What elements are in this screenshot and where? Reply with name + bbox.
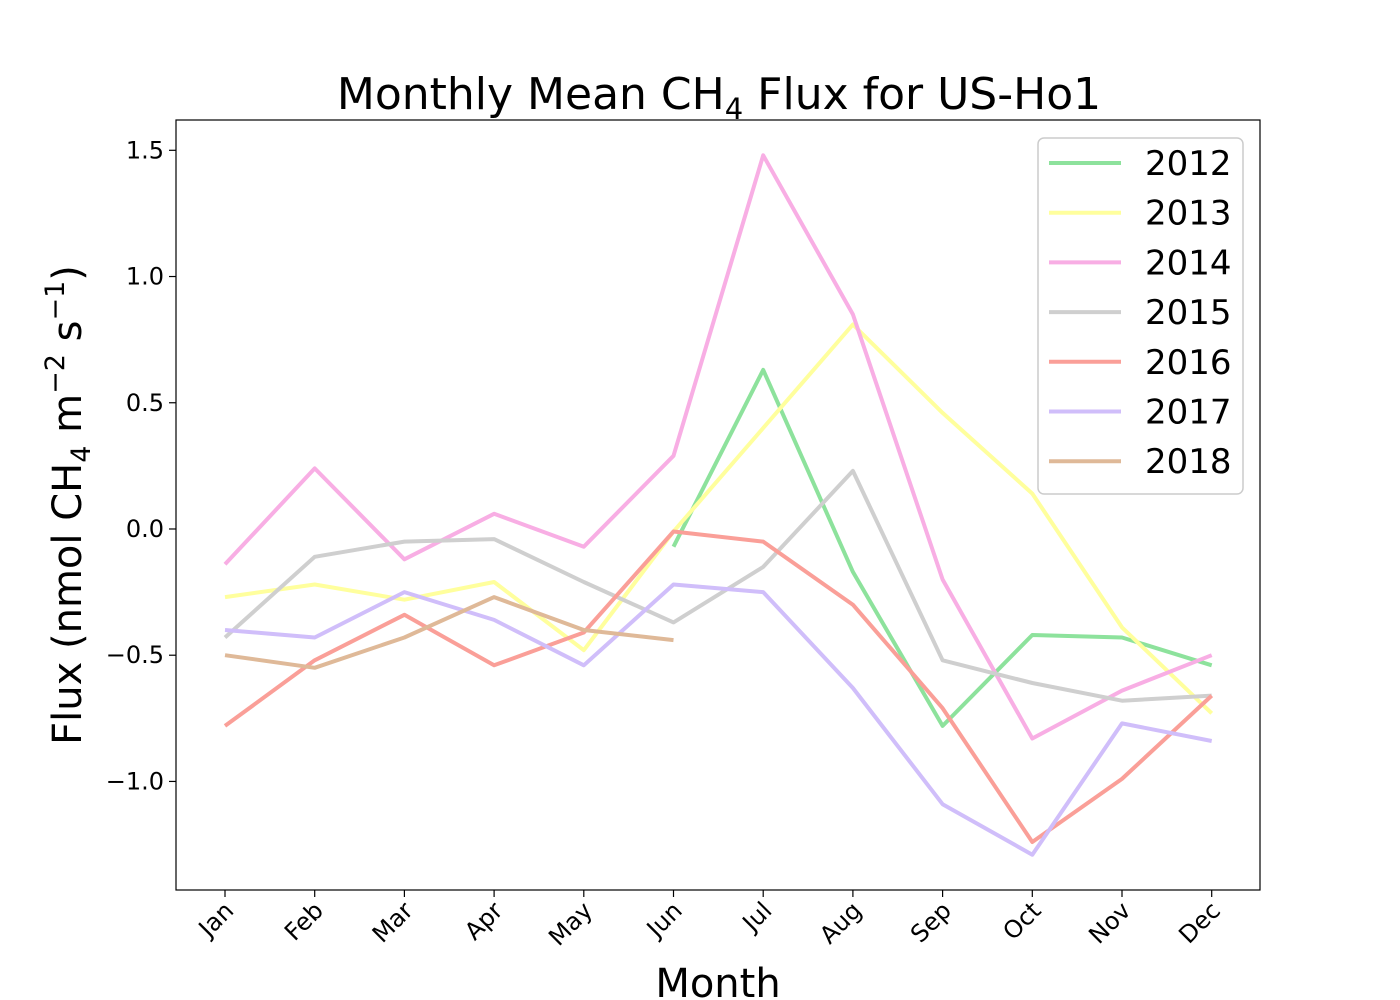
legend-label-2014: 2014: [1145, 243, 1232, 283]
series-line-2018: [224, 595, 674, 670]
y-axis-label: Flux (nmol CH4 m−2 s−1): [40, 265, 97, 745]
y-tick-label: −0.5: [106, 641, 164, 669]
y-tick-label: 1.5: [126, 136, 164, 164]
series-line-2017: [224, 582, 1213, 857]
y-tick-label: 0.0: [126, 515, 164, 543]
x-tick-label: May: [543, 896, 598, 951]
y-tick-label: 1.0: [126, 263, 164, 291]
chart-title-suffix: Flux for US-Ho1: [743, 69, 1101, 120]
x-tick-label: Oct: [997, 896, 1046, 945]
legend-label-2013: 2013: [1145, 194, 1232, 234]
x-tick-label: Jan: [192, 896, 239, 943]
chart-title-subscript: 4: [725, 92, 743, 126]
y-axis-label-part4: ): [45, 265, 91, 281]
x-tick-label: Jul: [736, 896, 778, 938]
y-axis: 1.5 1.0 0.5 0.0 −0.5 −1.0: [106, 136, 176, 795]
x-tick-label: Dec: [1173, 896, 1226, 949]
legend-label-2012: 2012: [1145, 144, 1232, 184]
x-axis-label: Month: [655, 961, 780, 1000]
plot-area: [175, 119, 1261, 891]
legend: 2012 2013 2014 2015 2016 2017 2018: [1037, 137, 1244, 495]
y-axis-label-sup1: −2: [40, 354, 71, 394]
x-tick-label: Jun: [640, 896, 688, 944]
y-tick-label: −1.0: [106, 767, 164, 795]
legend-box: [1037, 137, 1244, 495]
y-axis-label-part2: m: [45, 394, 91, 446]
legend-label-2015: 2015: [1145, 293, 1232, 333]
y-axis-label-part3: s: [45, 321, 91, 355]
y-axis-label-part1: Flux (nmol CH: [45, 463, 91, 745]
series-line-2013: [224, 322, 1214, 715]
series-line-2016: [223, 529, 1214, 844]
chart-title: Monthly Mean CH4 Flux for US-Ho1: [337, 69, 1101, 126]
legend-label-2017: 2017: [1145, 393, 1232, 433]
x-tick-label: Sep: [905, 896, 957, 948]
x-tick-label: Feb: [279, 896, 329, 946]
x-tick-label: Nov: [1083, 896, 1136, 949]
y-axis-label-sup2: −1: [40, 281, 71, 321]
x-tick-label: Apr: [459, 896, 508, 945]
legend-label-2018: 2018: [1145, 442, 1232, 482]
y-axis-label-sub: 4: [66, 446, 97, 463]
x-axis: Jan Feb Mar Apr May Jun Jul Aug Sep Oct Nov Dec: [192, 890, 1226, 951]
x-tick-label: Mar: [367, 896, 419, 948]
series-line-2012: [671, 367, 1213, 728]
y-tick-label: 0.5: [126, 389, 164, 417]
x-tick-label: Aug: [814, 896, 867, 949]
series-layer: [223, 153, 1214, 857]
legend-label-2016: 2016: [1145, 343, 1232, 383]
chart-title-prefix: Monthly Mean CH: [337, 69, 725, 120]
legend-entries: 2012 2013 2014 2015 2016 2017 2018: [1049, 144, 1232, 482]
series-line-2015: [223, 468, 1212, 703]
